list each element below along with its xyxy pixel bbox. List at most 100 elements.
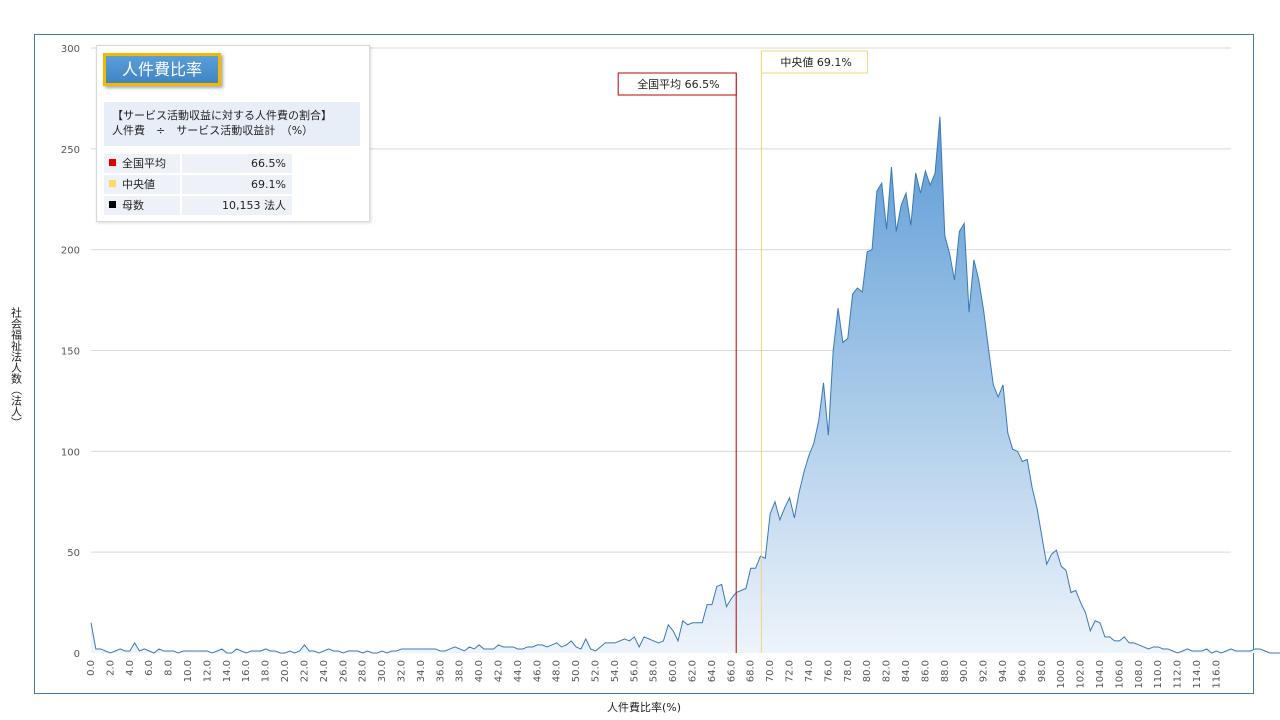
x-tick-label: 30.0 — [377, 660, 388, 682]
x-tick-label: 12.0 — [202, 660, 213, 682]
callout-label: 全国平均 66.5% — [637, 77, 719, 91]
x-tick-label: 22.0 — [299, 660, 310, 682]
x-tick-label: 80.0 — [862, 660, 873, 682]
x-tick-label: 54.0 — [610, 660, 621, 682]
stat-value: 69.1% — [182, 175, 292, 194]
x-axis-ticks: 0.0 2.0 4.0 6.0 8.0 10.0 12.0 14.0 16.0 18.0 20.0 2… — [86, 660, 1222, 689]
callout-marker-icon — [768, 59, 775, 65]
x-tick-label: 52.0 — [591, 660, 602, 682]
x-tick-label: 74.0 — [804, 660, 815, 682]
description-line-2: 人件費 ÷ サービス活動収益計 （%） — [112, 124, 314, 137]
x-tick-label: 62.0 — [688, 660, 699, 682]
x-tick-label: 40.0 — [474, 660, 485, 682]
x-tick-label: 6.0 — [144, 660, 155, 676]
x-tick-label: 94.0 — [998, 660, 1009, 682]
x-tick-label: 92.0 — [979, 660, 990, 682]
panel-title: 人件費比率 — [103, 53, 221, 86]
x-tick-label: 2.0 — [105, 660, 116, 676]
y-tick-label: 250 — [61, 145, 80, 156]
x-tick-label: 56.0 — [629, 660, 640, 682]
info-panel: 人件費比率 【サービス活動収益に対する人件費の割合】 人件費 ÷ サービス活動収… — [96, 45, 370, 222]
stat-row-median: 中央値 69.1% — [104, 175, 360, 195]
x-tick-label: 18.0 — [261, 660, 272, 682]
x-tick-label: 38.0 — [455, 660, 466, 682]
x-tick-label: 8.0 — [164, 660, 175, 676]
y-tick-label: 0 — [74, 649, 80, 660]
x-tick-label: 32.0 — [396, 660, 407, 682]
x-tick-label: 110.0 — [1153, 660, 1164, 689]
x-tick-label: 64.0 — [707, 660, 718, 682]
x-tick-label: 104.0 — [1095, 660, 1106, 689]
distribution-area — [91, 116, 1280, 653]
stat-row-mean: 全国平均 66.5% — [104, 154, 360, 174]
x-tick-label: 46.0 — [532, 660, 543, 682]
callout-label: 中央値 69.1% — [780, 56, 851, 69]
x-tick-label: 98.0 — [1037, 660, 1048, 682]
stat-value: 66.5% — [182, 154, 292, 173]
x-tick-label: 48.0 — [552, 660, 563, 682]
panel-description: 【サービス活動収益に対する人件費の割合】 人件費 ÷ サービス活動収益計 （%） — [104, 102, 360, 146]
description-line-1: 【サービス活動収益に対する人件費の割合】 — [112, 109, 332, 122]
x-tick-label: 58.0 — [649, 660, 660, 682]
x-tick-label: 86.0 — [920, 660, 931, 682]
y-tick-label: 100 — [61, 447, 80, 458]
x-tick-label: 0.0 — [86, 660, 97, 676]
x-tick-label: 88.0 — [940, 660, 951, 682]
x-tick-label: 28.0 — [358, 660, 369, 682]
x-tick-label: 106.0 — [1114, 660, 1125, 689]
x-tick-label: 20.0 — [280, 660, 291, 682]
x-tick-label: 84.0 — [901, 660, 912, 682]
y-axis-title: 社会福祉法人数（法人） — [10, 306, 23, 428]
x-tick-label: 116.0 — [1211, 660, 1222, 689]
chart-frame — [34, 34, 1254, 694]
x-tick-label: 50.0 — [571, 660, 582, 682]
count-marker-icon — [109, 201, 116, 208]
annotation-mean: 全国平均 66.5% — [617, 72, 737, 653]
y-tick-label: 200 — [61, 246, 80, 257]
x-tick-label: 72.0 — [785, 660, 796, 682]
x-tick-label: 42.0 — [493, 660, 504, 682]
stat-label: 中央値 — [122, 178, 155, 191]
x-tick-label: 60.0 — [668, 660, 679, 682]
mean-marker-icon — [109, 159, 116, 166]
x-tick-label: 4.0 — [125, 660, 136, 676]
stat-label: 全国平均 — [122, 157, 166, 170]
x-tick-label: 66.0 — [726, 660, 737, 682]
x-tick-label: 14.0 — [222, 660, 233, 682]
annotations: 全国平均 66.5% 中央値 69.1% — [617, 50, 868, 653]
x-tick-label: 102.0 — [1076, 660, 1087, 689]
x-tick-label: 76.0 — [823, 660, 834, 682]
distribution-line — [90, 116, 1280, 654]
x-tick-label: 108.0 — [1134, 660, 1145, 689]
stat-value: 10,153 法人 — [182, 196, 292, 215]
x-axis-title: 人件費比率(%) — [607, 700, 681, 714]
stat-row-count: 母数 10,153 法人 — [104, 196, 360, 216]
x-tick-label: 78.0 — [843, 660, 854, 682]
x-tick-label: 24.0 — [319, 660, 330, 682]
y-axis-ticks: 0 50 100 150 200 250 300 — [61, 44, 80, 660]
x-tick-label: 112.0 — [1173, 660, 1184, 689]
x-tick-label: 36.0 — [435, 660, 446, 682]
x-tick-label: 26.0 — [338, 660, 349, 682]
x-tick-label: 16.0 — [241, 660, 252, 682]
y-tick-label: 50 — [67, 548, 80, 559]
x-tick-label: 114.0 — [1192, 660, 1203, 689]
x-tick-label: 96.0 — [1017, 660, 1028, 682]
y-tick-label: 150 — [61, 347, 80, 358]
y-tick-label: 300 — [61, 44, 80, 55]
x-tick-label: 100.0 — [1056, 660, 1067, 689]
x-tick-label: 34.0 — [416, 660, 427, 682]
callout-box — [617, 72, 737, 96]
x-tick-label: 44.0 — [513, 660, 524, 682]
x-tick-label: 68.0 — [746, 660, 757, 682]
callout-marker-icon — [625, 81, 632, 87]
callout-box — [760, 50, 868, 74]
median-marker-icon — [109, 180, 116, 187]
x-tick-label: 10.0 — [183, 660, 194, 682]
x-tick-label: 70.0 — [765, 660, 776, 682]
stat-label: 母数 — [122, 199, 144, 212]
x-tick-label: 90.0 — [959, 660, 970, 682]
x-tick-label: 82.0 — [882, 660, 893, 682]
annotation-median: 中央値 69.1% — [760, 50, 868, 653]
